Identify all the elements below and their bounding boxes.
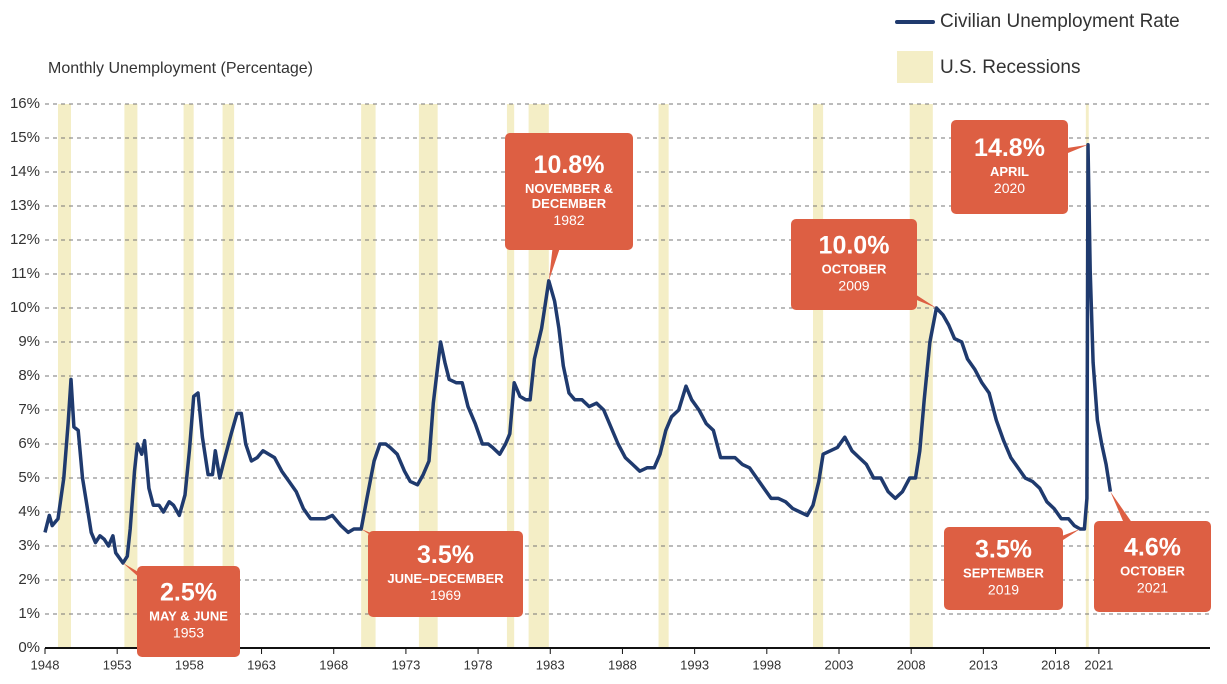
callout-label: MAY & JUNE: [149, 608, 228, 623]
callout-pointer: [122, 563, 189, 622]
recession-band: [813, 104, 824, 648]
x-tick-label: 1983: [536, 657, 565, 672]
callout-box: [137, 566, 240, 657]
callout-label: SEPTEMBER: [963, 565, 1045, 580]
x-tick-label: 1948: [31, 657, 60, 672]
x-tick-label: 2021: [1084, 657, 1113, 672]
callout-value: 4.6%: [1124, 534, 1181, 562]
y-tick-label: 12%: [10, 231, 40, 248]
x-tick-label: 1988: [608, 657, 637, 672]
series-line: [43, 143, 1113, 565]
y-tick-label: 14%: [10, 163, 40, 180]
legend-label: Civilian Unemployment Rate: [940, 11, 1180, 32]
callout-box: [368, 531, 523, 617]
callout-value: 3.5%: [975, 536, 1032, 564]
lines: [43, 143, 1113, 565]
callout-value: 10.0%: [819, 232, 890, 260]
callout-date: 2019: [988, 582, 1019, 598]
x-tick-label: 1953: [103, 657, 132, 672]
x-tick-label: 1978: [464, 657, 493, 672]
x-tick-label: 2018: [1041, 657, 1070, 672]
callout-box: [791, 219, 917, 310]
x-tick-label: 2013: [969, 657, 998, 672]
recession-band: [183, 104, 194, 648]
callout-pointer: [1110, 491, 1163, 567]
y-tick-label: 8%: [18, 367, 40, 384]
x-tick-label: 1993: [680, 657, 709, 672]
callout-label: OCTOBER: [822, 261, 887, 276]
legend: Civilian Unemployment Rate U.S. Recession…: [895, 11, 1180, 83]
callout-value: 10.8%: [534, 151, 605, 179]
y-axis-label: Monthly Unemployment (Percentage): [48, 60, 313, 77]
callout-label: NOVEMBER &: [525, 181, 613, 196]
callout-date: 2020: [994, 180, 1025, 196]
y-tick-label: 10%: [10, 299, 40, 316]
y-tick-label: 16%: [10, 95, 40, 112]
y-tick-label: 13%: [10, 197, 40, 214]
legend-label: U.S. Recessions: [940, 57, 1080, 78]
callout-label: APRIL: [990, 164, 1029, 179]
callout-date: 1969: [430, 587, 461, 603]
x-tick-label: 1998: [752, 657, 781, 672]
y-tick-label: 1%: [18, 605, 40, 622]
y-tick-label: 3%: [18, 537, 40, 554]
x-tick-label: 2008: [897, 657, 926, 672]
y-tick-label: 11%: [11, 265, 40, 282]
callout-value: 14.8%: [974, 134, 1045, 162]
y-tick-label: 5%: [18, 469, 40, 486]
callout-box: [505, 133, 633, 250]
callout-date: 1953: [173, 625, 204, 641]
callout-date: 2021: [1137, 580, 1168, 596]
callout-box: [1094, 521, 1211, 612]
callout-box: [944, 527, 1063, 610]
legend-swatch: [897, 51, 933, 83]
x-tick-label: 2003: [825, 657, 854, 672]
y-tick-label: 15%: [10, 129, 40, 146]
callout-date: 1982: [553, 212, 584, 228]
y-tick-label: 0%: [18, 639, 40, 656]
callout-date: 2009: [838, 278, 869, 294]
callout-box: [951, 120, 1068, 214]
x-tick-label: 1973: [391, 657, 420, 672]
y-tick-label: 6%: [18, 435, 40, 452]
callout-label: JUNE–DECEMBER: [387, 571, 504, 586]
callout-value: 2.5%: [160, 579, 217, 607]
callout-value: 3.5%: [417, 541, 474, 569]
x-tick-label: 1958: [175, 657, 204, 672]
callout-label: DECEMBER: [532, 196, 607, 211]
y-tick-label: 4%: [18, 503, 40, 520]
x-tick-label: 1963: [247, 657, 276, 672]
y-tick-label: 7%: [18, 401, 40, 418]
recession-band: [909, 104, 933, 648]
y-tick-label: 9%: [18, 333, 40, 350]
y-tick-label: 2%: [18, 571, 40, 588]
callout-label: OCTOBER: [1120, 563, 1185, 578]
x-tick-label: 1968: [319, 657, 348, 672]
recession-band: [222, 104, 235, 648]
